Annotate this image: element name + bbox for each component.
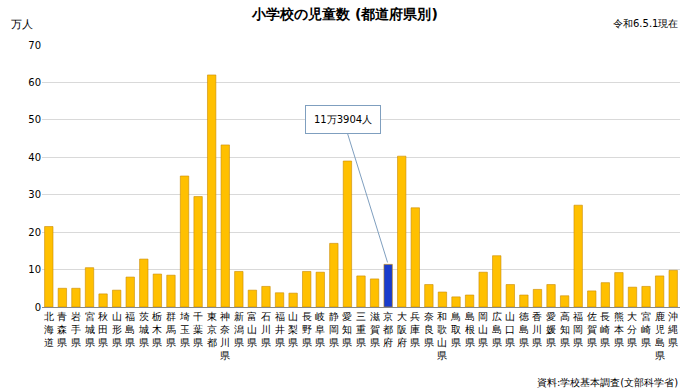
svg-text:熊本県: 熊本県 — [614, 311, 624, 348]
svg-text:兵庫県: 兵庫県 — [410, 311, 420, 348]
svg-text:11万3904人: 11万3904人 — [314, 114, 372, 125]
svg-text:三重県: 三重県 — [356, 311, 366, 348]
svg-text:北海道: 北海道 — [44, 311, 54, 348]
svg-text:島根県: 島根県 — [465, 311, 475, 348]
svg-text:0: 0 — [35, 302, 41, 313]
svg-text:資料:学校基本調査(文部科学省): 資料:学校基本調査(文部科学省) — [537, 377, 678, 388]
svg-text:宮城県: 宮城県 — [84, 311, 95, 348]
svg-text:長野県: 長野県 — [302, 311, 312, 348]
svg-text:50: 50 — [28, 114, 41, 125]
svg-text:山梨県: 山梨県 — [288, 311, 298, 348]
svg-text:奈良県: 奈良県 — [424, 311, 434, 348]
svg-text:長崎県: 長崎県 — [600, 311, 610, 348]
svg-text:70: 70 — [28, 40, 41, 51]
svg-text:岡山県: 岡山県 — [478, 311, 488, 348]
svg-text:40: 40 — [28, 152, 41, 163]
svg-text:岩手県: 岩手県 — [71, 311, 81, 348]
svg-text:小学校の児童数 (都道府県別): 小学校の児童数 (都道府県別) — [251, 6, 438, 22]
svg-text:山口県: 山口県 — [505, 311, 515, 348]
svg-text:高知県: 高知県 — [560, 311, 570, 348]
svg-text:栃木県: 栃木県 — [152, 311, 162, 348]
svg-text:福井県: 福井県 — [275, 311, 285, 348]
svg-text:広島県: 広島県 — [492, 311, 502, 348]
svg-text:愛知県: 愛知県 — [342, 311, 352, 348]
svg-text:岐阜県: 岐阜県 — [315, 311, 325, 348]
svg-text:茨城県: 茨城県 — [138, 311, 149, 348]
svg-text:60: 60 — [28, 77, 41, 88]
svg-text:香川県: 香川県 — [532, 311, 542, 348]
svg-text:徳島県: 徳島県 — [519, 311, 529, 348]
svg-text:秋田県: 秋田県 — [98, 311, 108, 348]
svg-text:20: 20 — [28, 227, 41, 238]
svg-text:群馬県: 群馬県 — [165, 311, 176, 348]
svg-text:佐賀県: 佐賀県 — [587, 311, 597, 348]
svg-text:福岡県: 福岡県 — [573, 311, 583, 348]
svg-text:埼玉県: 埼玉県 — [179, 311, 190, 348]
svg-text:鳥取県: 鳥取県 — [450, 311, 461, 348]
svg-text:鹿児島県: 鹿児島県 — [655, 311, 665, 361]
svg-text:千葉県: 千葉県 — [193, 311, 203, 348]
svg-text:令和6.5.1現在: 令和6.5.1現在 — [613, 18, 678, 29]
svg-text:大阪府: 大阪府 — [397, 311, 407, 348]
svg-text:富山県: 富山県 — [247, 311, 257, 348]
svg-text:宮崎県: 宮崎県 — [641, 311, 651, 348]
svg-text:東京都: 東京都 — [207, 311, 217, 348]
svg-text:和歌山県: 和歌山県 — [437, 311, 447, 361]
svg-text:神奈川県: 神奈川県 — [220, 311, 230, 361]
svg-text:大分県: 大分県 — [627, 311, 637, 348]
svg-text:万人: 万人 — [11, 18, 33, 31]
svg-text:新潟県: 新潟県 — [234, 311, 244, 348]
svg-text:30: 30 — [28, 189, 41, 200]
svg-text:山形県: 山形県 — [112, 311, 122, 348]
svg-text:京都府: 京都府 — [383, 311, 393, 348]
svg-text:沖縄県: 沖縄県 — [667, 311, 678, 348]
svg-text:滋賀県: 滋賀県 — [370, 311, 380, 348]
svg-text:10: 10 — [28, 264, 41, 275]
svg-text:石川県: 石川県 — [261, 311, 271, 348]
svg-text:静岡県: 静岡県 — [329, 311, 339, 348]
svg-text:青森県: 青森県 — [57, 311, 67, 348]
svg-text:福島県: 福島県 — [125, 311, 135, 348]
svg-text:愛媛県: 愛媛県 — [546, 311, 556, 348]
